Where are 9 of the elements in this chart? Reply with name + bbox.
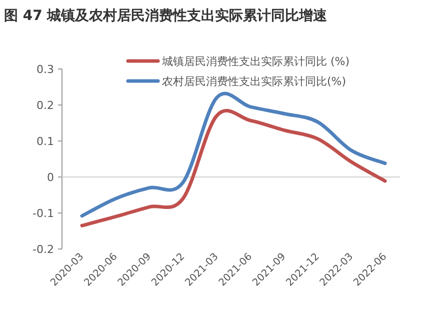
- title: 图 47 城镇及农村居民消费性支出实际累计同比增速: [4, 8, 328, 24]
- ytick: 0.3: [36, 63, 54, 76]
- ytick: 0.1: [36, 135, 54, 148]
- ytick: -0.2: [32, 243, 54, 256]
- ytick: 0: [47, 171, 54, 184]
- ytick: 0.2: [36, 99, 54, 112]
- ytick: -0.1: [32, 207, 54, 220]
- legend-label: 农村居民消费性支出实际累计同比(%): [162, 75, 346, 88]
- legend-label: 城镇居民消费性支出实际累计同比 (%): [162, 55, 350, 68]
